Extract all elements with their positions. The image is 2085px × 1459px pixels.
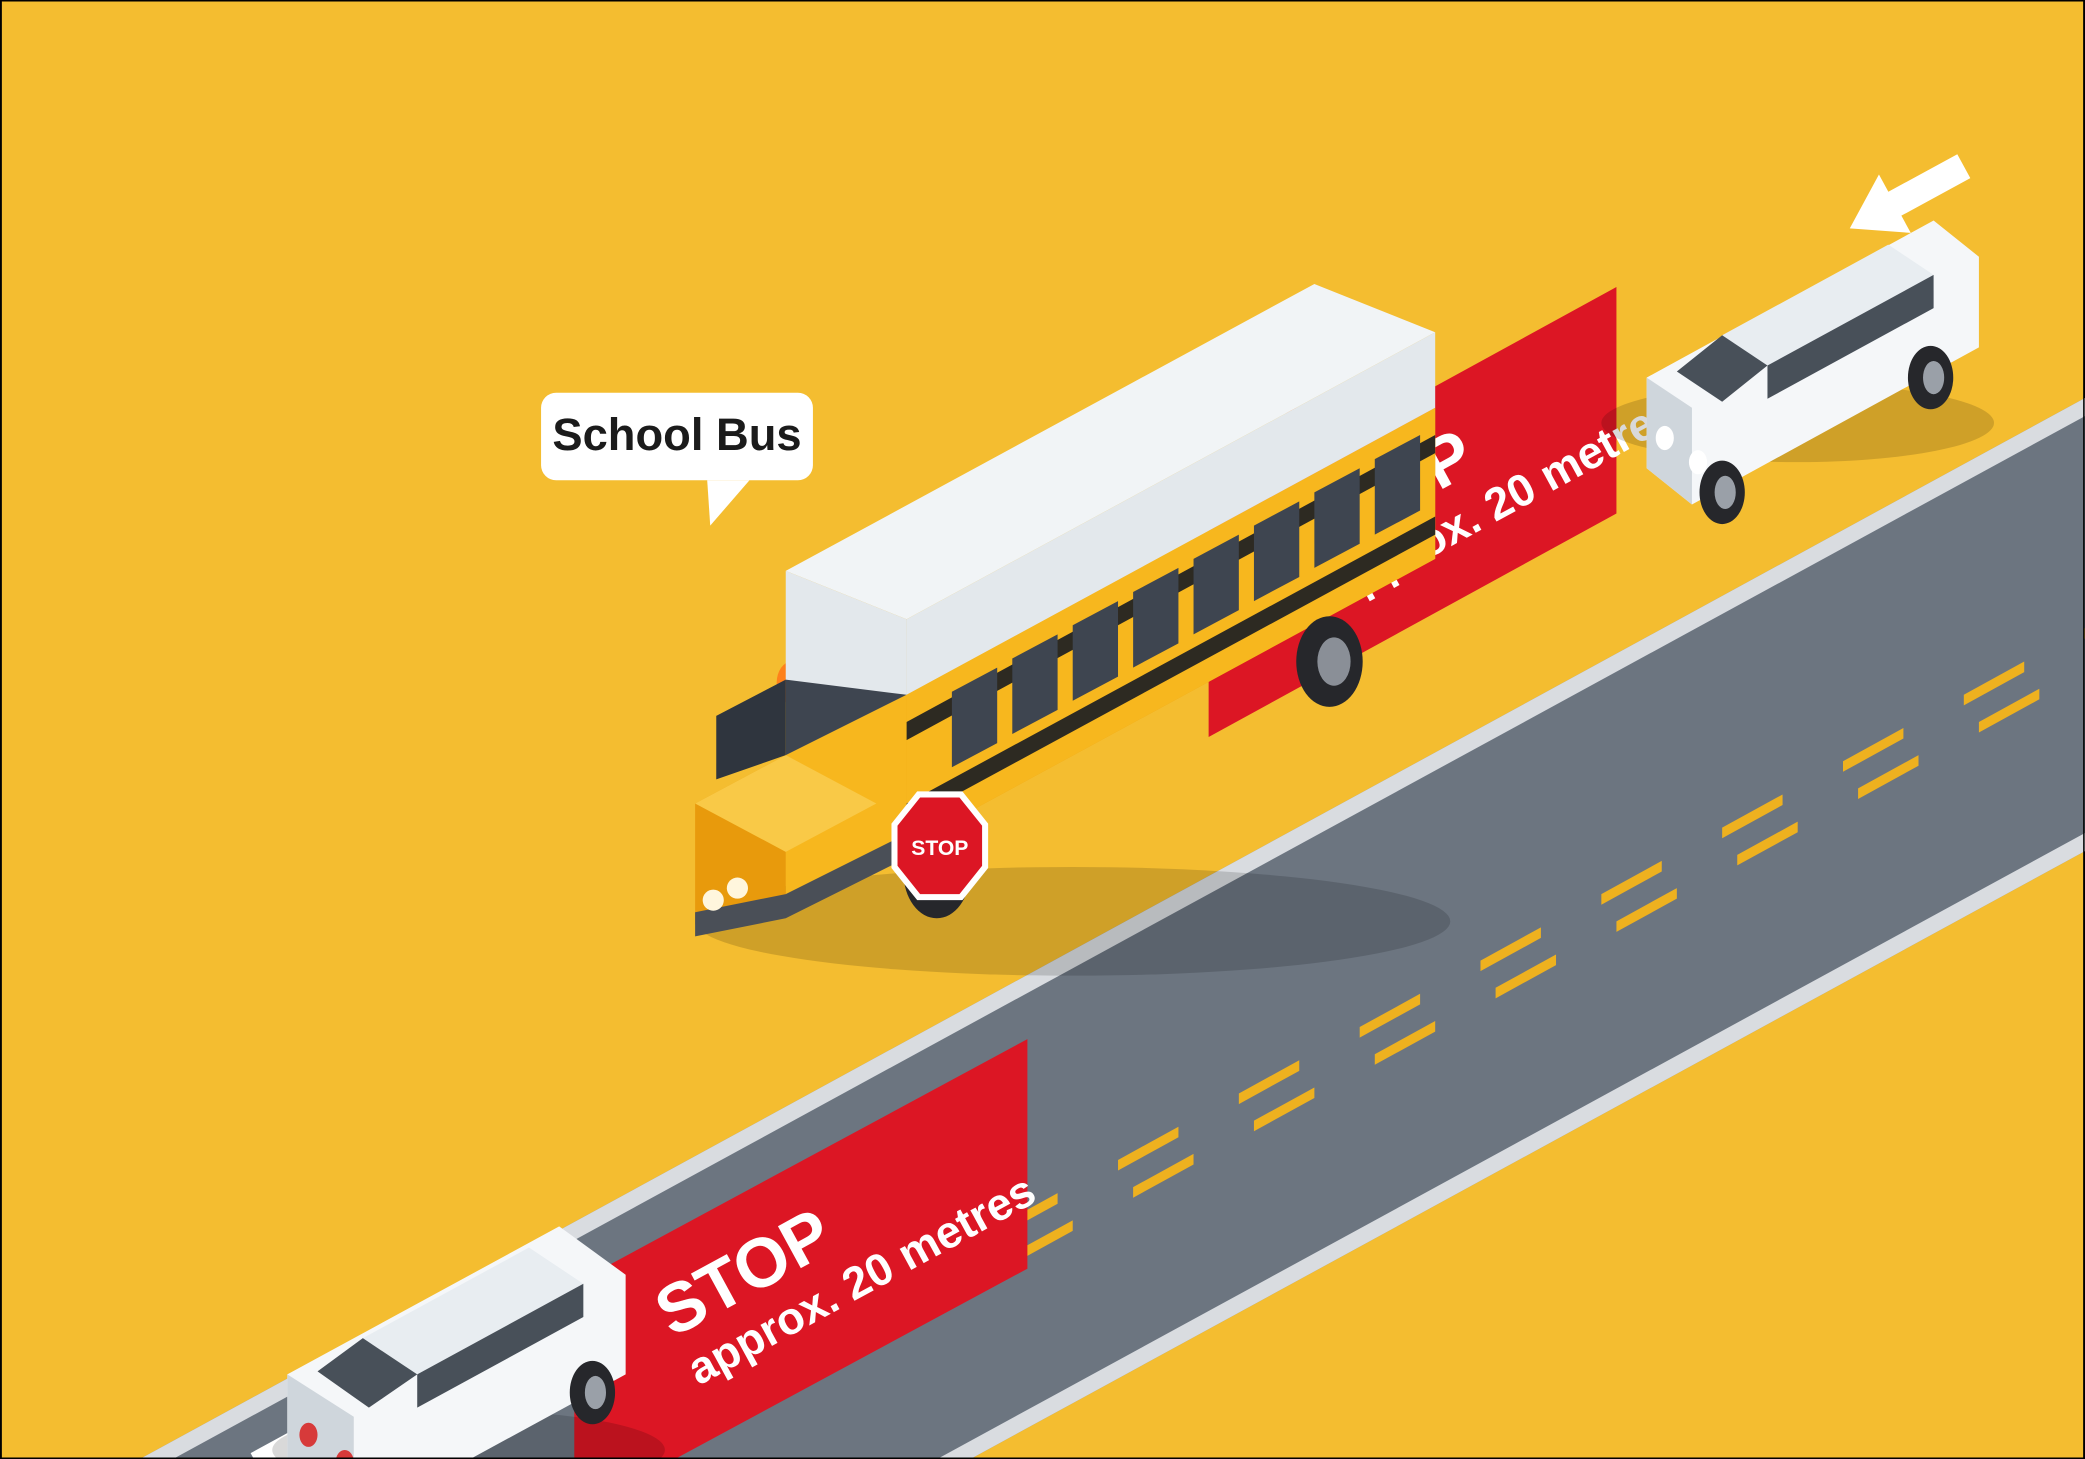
callout-label: School Bus: [552, 409, 801, 460]
bus-stop-sign-text: STOP: [911, 837, 968, 860]
bus-wheel-rear: [1296, 616, 1362, 707]
bus-stop-sign: STOP: [894, 794, 985, 897]
diagram-canvas: STOP approx. 20 metres STOP approx. 20 m…: [0, 0, 2085, 1459]
